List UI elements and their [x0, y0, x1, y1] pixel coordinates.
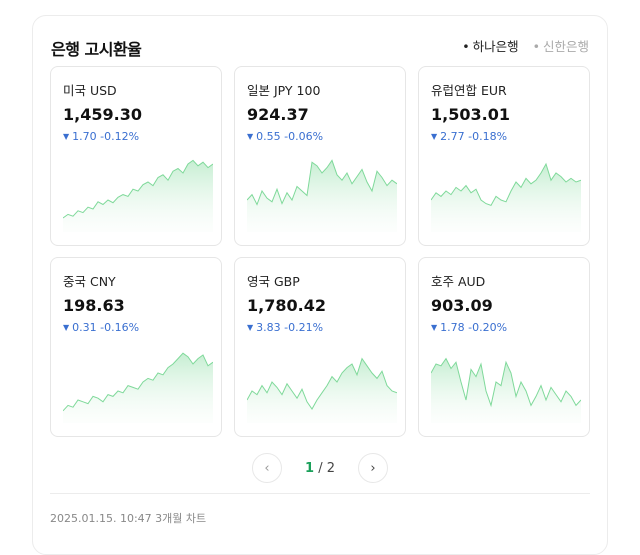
- change-percent: -0.16%: [100, 321, 140, 334]
- currency-rate: 1,780.42: [247, 296, 326, 315]
- rate-change: ▼ 1.70 -0.12%: [63, 130, 139, 143]
- down-triangle-icon: ▼: [247, 323, 254, 332]
- change-percent: -0.21%: [284, 321, 324, 334]
- sparkline-chart: [431, 357, 581, 423]
- sparkline-line: [247, 357, 397, 410]
- sparkline-line: [247, 159, 397, 206]
- next-page-button[interactable]: ›: [358, 453, 388, 483]
- rate-change: ▼ 2.77 -0.18%: [431, 130, 507, 143]
- currency-rate: 198.63: [63, 296, 125, 315]
- change-amount: 1.78: [440, 321, 465, 334]
- currency-name: 미국 USD: [63, 83, 117, 98]
- pagination: ‹ 1 / 2 ›: [33, 453, 607, 483]
- sparkline-chart: [431, 162, 581, 232]
- sparkline-area: [431, 358, 581, 423]
- currency-rate: 1,503.01: [431, 105, 510, 124]
- page-indicator: 1 / 2: [296, 461, 344, 476]
- currency-name: 중국 CNY: [63, 274, 116, 289]
- prev-page-button[interactable]: ‹: [252, 453, 282, 483]
- down-triangle-icon: ▼: [431, 132, 438, 141]
- rate-change: ▼ 0.55 -0.06%: [247, 130, 323, 143]
- change-amount: 3.83: [256, 321, 281, 334]
- sparkline-chart: [247, 159, 397, 232]
- sparkline-area: [247, 358, 397, 423]
- rate-change: ▼ 0.31 -0.16%: [63, 321, 139, 334]
- currency-card[interactable]: 유럽연합 EUR 1,503.01 ▼ 2.77 -0.18%: [418, 66, 590, 246]
- currency-card[interactable]: 영국 GBP 1,780.42 ▼ 3.83 -0.21%: [234, 257, 406, 437]
- bank-tab-hana[interactable]: 하나은행: [462, 36, 519, 55]
- change-percent: -0.06%: [284, 130, 324, 143]
- down-triangle-icon: ▼: [431, 323, 438, 332]
- rate-change: ▼ 1.78 -0.20%: [431, 321, 507, 334]
- page-separator: /: [318, 460, 323, 476]
- change-percent: -0.18%: [468, 130, 508, 143]
- down-triangle-icon: ▼: [63, 132, 70, 141]
- currency-card[interactable]: 호주 AUD 903.09 ▼ 1.78 -0.20%: [418, 257, 590, 437]
- currency-card[interactable]: 미국 USD 1,459.30 ▼ 1.70 -0.12%: [50, 66, 222, 246]
- panel-title: 은행 고시환율: [51, 40, 142, 59]
- currency-name: 호주 AUD: [431, 274, 486, 289]
- rate-change: ▼ 3.83 -0.21%: [247, 321, 323, 334]
- currency-name: 일본 JPY 100: [247, 83, 321, 98]
- currency-card[interactable]: 일본 JPY 100 924.37 ▼ 0.55 -0.06%: [234, 66, 406, 246]
- update-timestamp: 2025.01.15. 10:47 3개월 차트: [50, 512, 207, 525]
- currency-rate: 903.09: [431, 296, 493, 315]
- chevron-right-icon: ›: [370, 460, 376, 476]
- change-percent: -0.12%: [100, 130, 140, 143]
- change-amount: 1.70: [72, 130, 97, 143]
- sparkline-area: [63, 160, 213, 232]
- sparkline-chart: [63, 159, 213, 232]
- total-pages: 2: [326, 460, 335, 476]
- bank-tab-shinhan[interactable]: 신한은행: [533, 36, 589, 55]
- change-percent: -0.20%: [468, 321, 508, 334]
- sparkline-line: [431, 357, 581, 408]
- change-amount: 2.77: [440, 130, 465, 143]
- sparkline-area: [247, 160, 397, 232]
- currency-name: 유럽연합 EUR: [431, 83, 507, 98]
- bank-selector: 하나은행 신한은행: [462, 36, 589, 55]
- current-page: 1: [305, 460, 315, 476]
- sparkline-chart: [247, 357, 397, 423]
- currency-card[interactable]: 중국 CNY 198.63 ▼ 0.31 -0.16%: [50, 257, 222, 437]
- exchange-rate-panel: 은행 고시환율 하나은행 신한은행 미국 USD 1,459.30 ▼1.70 …: [32, 15, 608, 555]
- chevron-left-icon: ‹: [264, 460, 270, 476]
- sparkline-line: [63, 352, 213, 412]
- down-triangle-icon: ▼: [247, 132, 254, 141]
- sparkline-line: [431, 162, 581, 207]
- currency-rate: 924.37: [247, 105, 309, 124]
- down-triangle-icon: ▼: [63, 323, 70, 332]
- currency-rate: 1,459.30: [63, 105, 142, 124]
- sparkline-chart: [63, 352, 213, 423]
- change-amount: 0.55: [256, 130, 281, 143]
- currency-grid: 미국 USD 1,459.30 ▼ 1.70 -0.12% 일본 JPY 100 9…: [50, 66, 590, 437]
- sparkline-area: [431, 164, 581, 232]
- currency-name: 영국 GBP: [247, 274, 300, 289]
- sparkline-line: [63, 159, 213, 219]
- divider: [50, 493, 590, 494]
- sparkline-area: [63, 353, 213, 423]
- change-amount: 0.31: [72, 321, 97, 334]
